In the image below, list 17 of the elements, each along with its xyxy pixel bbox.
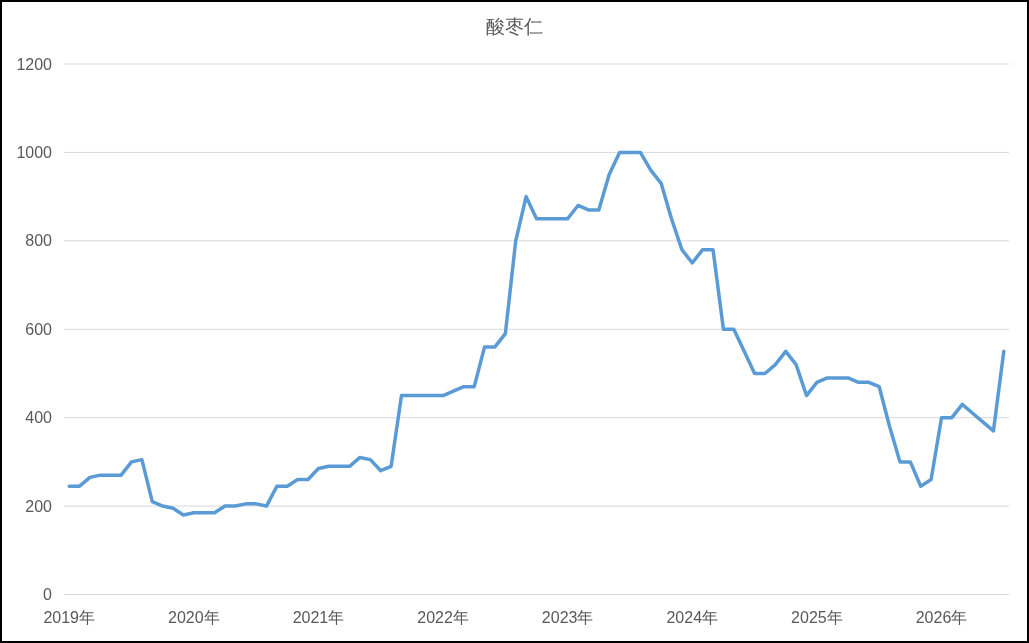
chart-title: 酸枣仁	[486, 16, 543, 37]
y-tick-label: 0	[43, 586, 53, 603]
y-tick-label: 200	[25, 497, 53, 515]
x-tick-label: 2026年	[915, 609, 968, 626]
x-tick-label: 2020年	[168, 609, 220, 626]
y-tick-label: 1000	[16, 143, 53, 161]
x-tick-label: 2022年	[417, 609, 469, 626]
x-tick-label: 2024年	[666, 609, 719, 626]
x-tick-label: 2021年	[292, 609, 345, 626]
y-tick-label: 1200	[16, 55, 53, 73]
y-tick-label: 400	[25, 409, 53, 427]
y-tick-label: 800	[25, 232, 53, 250]
line-series	[67, 150, 1006, 517]
y-tick-label: 600	[25, 320, 53, 338]
x-tick-label: 2019年	[43, 609, 95, 626]
x-tick-label: 2025年	[791, 609, 843, 626]
x-tick-label: 2023年	[541, 609, 594, 626]
